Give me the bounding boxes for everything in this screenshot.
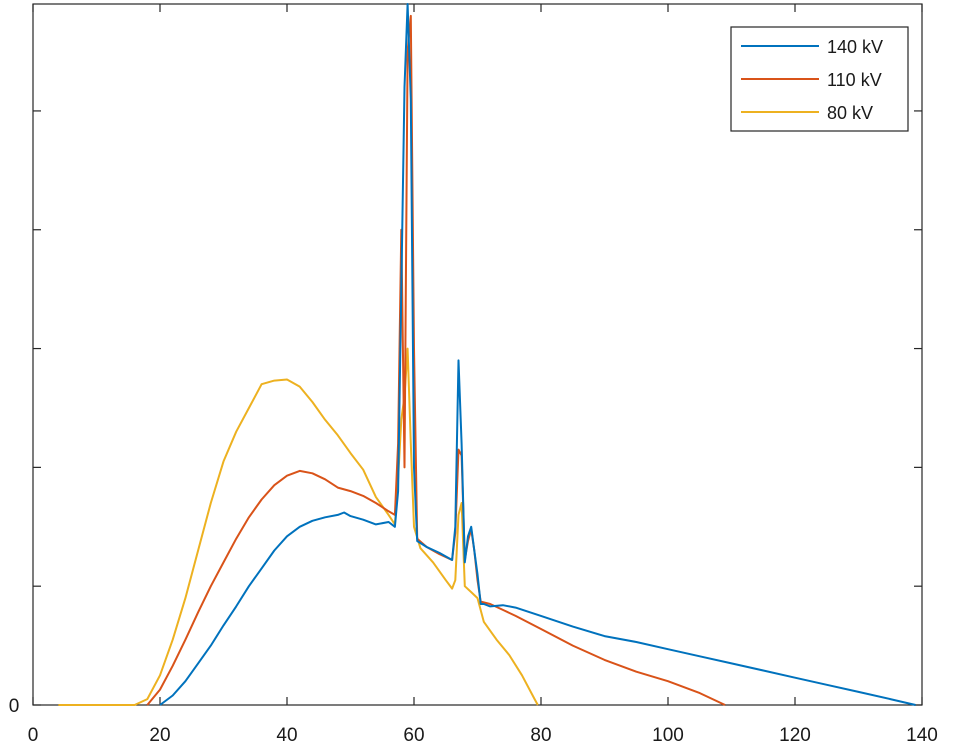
x-tick-label: 40 (276, 725, 297, 746)
x-tick-label: 60 (403, 725, 424, 746)
x-tick-label: 140 (906, 725, 938, 746)
legend-label-110-kv: 110 kV (827, 70, 882, 90)
series-line-80-kv (58, 347, 539, 706)
x-tick-label: 20 (149, 725, 170, 746)
series-line-110-kv (146, 14, 726, 706)
plot-area (58, 3, 916, 706)
x-tick-label: 0 (28, 725, 39, 746)
plot-frame (32, 3, 923, 706)
axes: 0 20 40 60 80 100 120 140 0 (9, 3, 938, 746)
legend-label-80-kv: 80 kV (827, 103, 873, 123)
series-line-140-kv (159, 3, 916, 706)
y-tick-label: 0 (9, 696, 20, 717)
legend: 140 kV 110 kV 80 kV (730, 26, 909, 132)
legend-label-140-kv: 140 kV (827, 37, 883, 57)
x-tick-label: 80 (530, 725, 551, 746)
x-tick-label: 100 (652, 725, 684, 746)
x-tick-label: 120 (779, 725, 811, 746)
